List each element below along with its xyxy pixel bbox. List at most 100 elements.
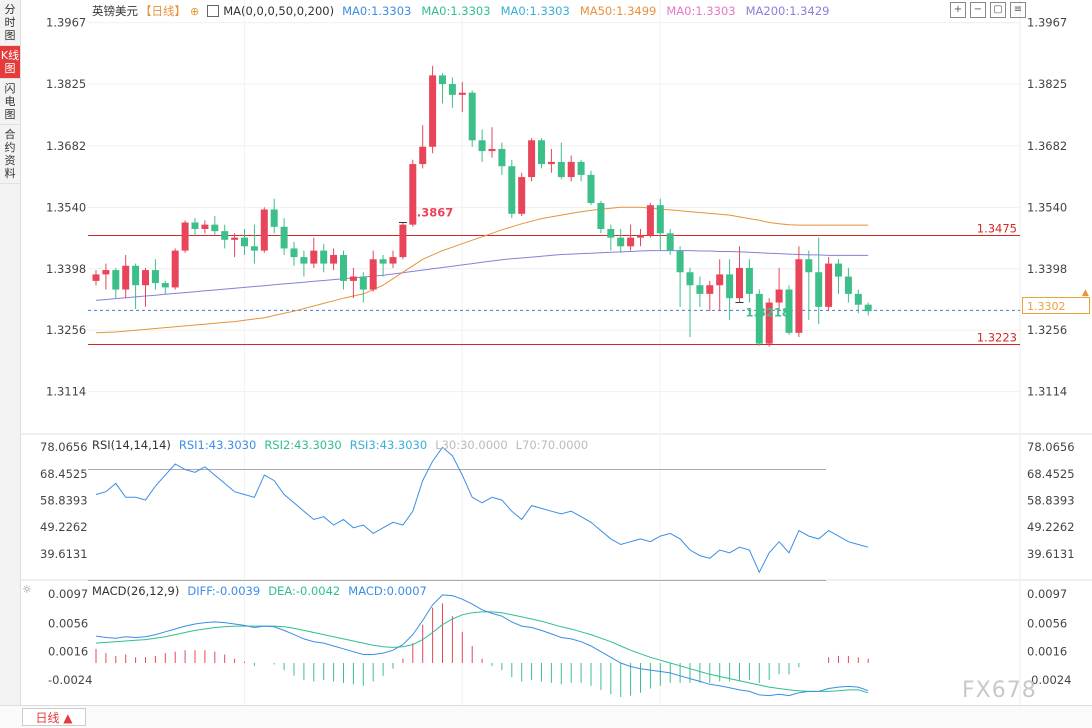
candle bbox=[587, 170, 595, 206]
candle bbox=[92, 270, 100, 286]
candle bbox=[726, 259, 734, 320]
settings-gear-icon[interactable]: ⊕ bbox=[190, 4, 200, 18]
macd-legend: MACD(26,12,9) DIFF:-0.0039 DEA:-0.0042 MAC… bbox=[92, 584, 427, 598]
candle-body bbox=[340, 254, 347, 281]
rsi-value-4: L70:70.0000 bbox=[515, 438, 589, 452]
dea-line bbox=[95, 611, 869, 694]
period-label[interactable]: 【日线】 bbox=[140, 4, 186, 18]
candle bbox=[844, 267, 852, 303]
ma-value-4: MA0:1.3303 bbox=[666, 4, 736, 18]
candle bbox=[676, 246, 684, 307]
candle-body bbox=[656, 205, 664, 234]
candle bbox=[191, 218, 199, 236]
rsi-tick-right: 78.0656 bbox=[1027, 440, 1075, 454]
candle-body bbox=[112, 270, 120, 290]
candle bbox=[745, 259, 753, 303]
candle-body bbox=[181, 222, 189, 251]
candle-body bbox=[498, 148, 506, 167]
rsi-value-3: L30:30.0000 bbox=[435, 438, 508, 452]
candle-body bbox=[745, 267, 753, 294]
macd-settings-icon[interactable]: ☼ bbox=[22, 583, 32, 596]
rsi-tick-left: 78.0656 bbox=[40, 440, 88, 454]
candle bbox=[310, 237, 318, 268]
rsi-tick-left: 68.4525 bbox=[40, 467, 88, 481]
candle-body bbox=[260, 209, 268, 251]
price-tick-right: 1.3114 bbox=[1027, 385, 1067, 399]
candle bbox=[508, 159, 516, 219]
candle bbox=[250, 224, 258, 264]
macd-value-0: DIFF:-0.0039 bbox=[187, 584, 261, 598]
candle bbox=[597, 200, 605, 234]
candle-body bbox=[280, 226, 288, 249]
candle-body bbox=[844, 276, 852, 294]
candle bbox=[567, 155, 575, 182]
candle-body bbox=[250, 246, 258, 251]
candle-body bbox=[795, 259, 803, 333]
price-tick-left: 1.3825 bbox=[46, 77, 86, 91]
price-tick-left: 1.3540 bbox=[46, 200, 86, 214]
settings-icon[interactable]: ≡ bbox=[1010, 2, 1026, 18]
macd-tick-right: 0.0056 bbox=[1027, 616, 1067, 630]
candle-body bbox=[458, 92, 466, 95]
last-price-tag: 1.3302 bbox=[1022, 297, 1090, 314]
candle bbox=[637, 228, 644, 247]
zoom-out-icon[interactable]: − bbox=[970, 2, 986, 18]
candle bbox=[617, 228, 625, 253]
candle-body bbox=[310, 250, 318, 264]
sidebar-tab-2[interactable]: 闪电图 bbox=[0, 79, 20, 125]
candle bbox=[389, 250, 397, 268]
candle-body bbox=[835, 263, 842, 277]
candle-body bbox=[607, 228, 615, 238]
candle bbox=[835, 259, 842, 294]
candle-body bbox=[439, 75, 446, 85]
level-label: 1.3475 bbox=[977, 221, 1017, 235]
candle-body bbox=[538, 140, 545, 165]
price-tick-right: 1.3256 bbox=[1027, 323, 1067, 337]
candle-body bbox=[547, 161, 555, 165]
candle bbox=[280, 218, 288, 255]
candle-body bbox=[221, 231, 229, 240]
candle-body bbox=[587, 174, 595, 204]
candle-body bbox=[646, 205, 654, 236]
candle bbox=[399, 222, 407, 260]
indicator-toggle-icon[interactable] bbox=[207, 5, 220, 17]
candle-body bbox=[92, 274, 100, 281]
period-button[interactable]: 日线 ▲ bbox=[22, 708, 86, 726]
candle-body bbox=[122, 265, 130, 290]
candle bbox=[854, 289, 862, 314]
candle bbox=[538, 138, 545, 169]
macd-tick-right: 0.0097 bbox=[1027, 587, 1067, 601]
candle-body bbox=[557, 161, 565, 178]
candle-body bbox=[290, 248, 298, 258]
candle bbox=[340, 250, 347, 290]
rsi-legend: RSI(14,14,14) RSI1:43.3030 RSI2:43.3030 RS… bbox=[92, 438, 588, 452]
candle bbox=[300, 250, 308, 277]
fullscreen-icon[interactable]: ▢ bbox=[990, 2, 1006, 18]
candle bbox=[142, 267, 149, 307]
candle-body bbox=[785, 289, 793, 333]
price-tick-left: 1.3114 bbox=[46, 385, 86, 399]
ma-value-3: MA50:1.3499 bbox=[579, 4, 657, 18]
candle bbox=[478, 129, 486, 162]
price-tick-left: 1.3398 bbox=[46, 262, 86, 276]
candle bbox=[547, 148, 555, 173]
candle-body bbox=[736, 267, 743, 299]
candle bbox=[112, 267, 120, 299]
candle bbox=[349, 267, 357, 299]
high-label: 1.3867 bbox=[409, 205, 453, 219]
candle-body bbox=[627, 237, 635, 247]
level-label: 1.3223 bbox=[977, 330, 1017, 344]
zoom-in-icon[interactable]: + bbox=[950, 2, 966, 18]
candle-body bbox=[241, 237, 248, 247]
rsi-values: RSI1:43.3030 RSI2:43.3030 RSI3:43.3030 L30:… bbox=[179, 438, 588, 452]
sidebar-tab-3[interactable]: 合约资料 bbox=[0, 125, 20, 184]
candle bbox=[171, 248, 179, 290]
macd-tick-left: 0.0016 bbox=[48, 645, 88, 659]
candle-body bbox=[231, 237, 239, 240]
candle-body bbox=[706, 285, 714, 294]
sidebar-tab-1[interactable]: K线图 bbox=[0, 46, 20, 79]
sidebar-tab-0[interactable]: 分时图 bbox=[0, 0, 20, 46]
candle bbox=[290, 241, 298, 266]
candle-body bbox=[191, 222, 199, 229]
candle-body bbox=[716, 274, 724, 286]
